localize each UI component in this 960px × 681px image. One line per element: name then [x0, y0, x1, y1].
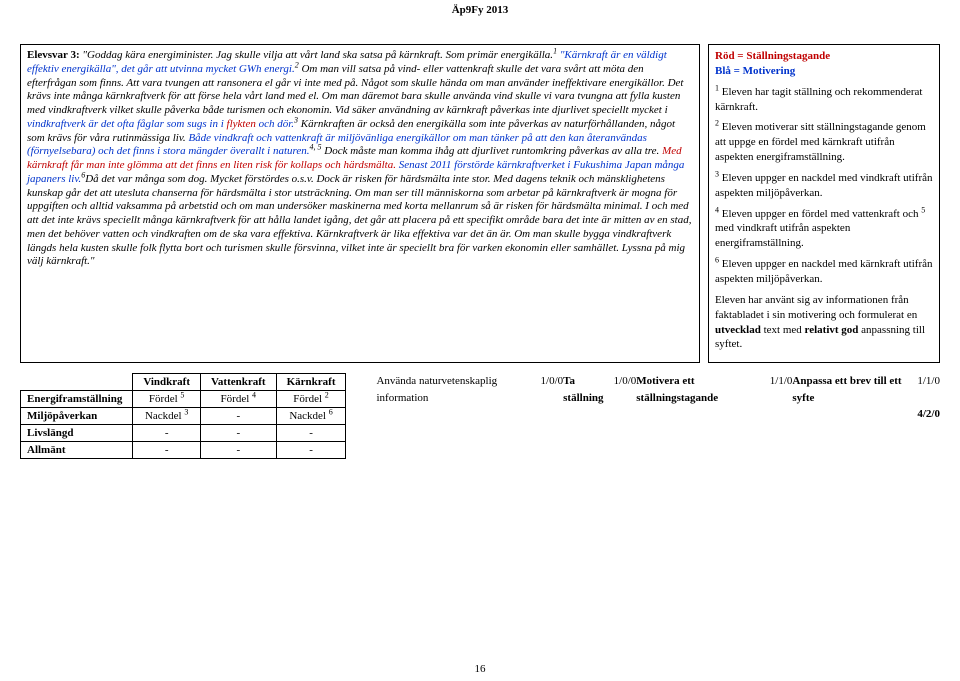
score-total-row: 4/2/0 [376, 406, 940, 423]
rubric-table: VindkraftVattenkraftKärnkraft Energifram… [20, 373, 346, 459]
score-total: 4/2/0 [917, 406, 940, 423]
score-label: Anpassa ett brev till ett syfte [792, 373, 917, 406]
rubric-row-label: Allmänt [21, 442, 133, 459]
score-row: Använda naturvetenskaplig information1/0… [376, 373, 563, 406]
rubric-cell: Fördel 4 [201, 391, 277, 408]
essay-body: "Goddag kära energiminister. Jag skulle … [27, 49, 691, 267]
rubric-cell: Fördel 5 [133, 391, 201, 408]
page-number: 16 [0, 663, 960, 675]
score-label: Motivera ett ställningstagande [636, 373, 770, 406]
rubric-row-label: Livslängd [21, 425, 133, 442]
legend: Röd = Ställningstagande Blå = Motivering [715, 49, 933, 79]
note-item: 4 Eleven uppger en fördel med vattenkraf… [715, 207, 933, 252]
rubric-cell: - [201, 442, 277, 459]
rubric-cell: - [133, 425, 201, 442]
rubric-col-header: Kärnkraft [276, 374, 346, 391]
rubric-cell: - [201, 425, 277, 442]
score-value: 1/1/0 [917, 373, 940, 406]
score-value: 1/0/0 [614, 373, 637, 406]
note-item: 6 Eleven uppger en nackdel med kärnkraft… [715, 257, 933, 287]
score-value: 1/1/0 [770, 373, 793, 406]
note-item: 2 Eleven motiverar sitt ställningstagand… [715, 120, 933, 165]
rubric-cell: - [133, 442, 201, 459]
legend-red: Röd = Ställningstagande [715, 50, 830, 62]
table-row: Livslängd--- [21, 425, 346, 442]
rubric-cell: - [201, 408, 277, 425]
score-label: Ta ställning [563, 373, 614, 406]
score-label: Använda naturvetenskaplig information [376, 373, 540, 406]
rubric-cell: Fördel 2 [276, 391, 346, 408]
score-row: Motivera ett ställningstagande1/1/0 [636, 373, 792, 406]
score-row: Anpassa ett brev till ett syfte1/1/0 [792, 373, 940, 406]
bottom-row: VindkraftVattenkraftKärnkraft Energifram… [20, 373, 940, 459]
note-item: 1 Eleven har tagit ställning och rekomme… [715, 85, 933, 115]
rubric-row-label: Energiframställning [21, 391, 133, 408]
main-row: Elevsvar 3: "Goddag kära energiminister.… [20, 44, 940, 363]
legend-blue: Blå = Motivering [715, 65, 795, 77]
notes-list: 1 Eleven har tagit ställning och rekomme… [715, 85, 933, 287]
essay-box: Elevsvar 3: "Goddag kära energiminister.… [20, 44, 700, 363]
rubric-cell: Nackdel 6 [276, 408, 346, 425]
table-row: Allmänt--- [21, 442, 346, 459]
essay-title: Elevsvar 3: [27, 49, 80, 61]
rubric-cell: - [276, 442, 346, 459]
score-row: Ta ställning1/0/0 [563, 373, 636, 406]
rubric-row-label: Miljöpåverkan [21, 408, 133, 425]
note-item: 3 Eleven uppger en nackdel med vindkraft… [715, 171, 933, 201]
notes-tail: Eleven har använt sig av informationen f… [715, 293, 933, 352]
rubric-cell: - [276, 425, 346, 442]
table-row: MiljöpåverkanNackdel 3-Nackdel 6 [21, 408, 346, 425]
score-block: Använda naturvetenskaplig information1/0… [376, 373, 940, 423]
rubric-col-header: Vindkraft [133, 374, 201, 391]
rubric-col-header: Vattenkraft [201, 374, 277, 391]
rubric-cell: Nackdel 3 [133, 408, 201, 425]
table-row: EnergiframställningFördel 5Fördel 4Förde… [21, 391, 346, 408]
notes-box: Röd = Ställningstagande Blå = Motivering… [708, 44, 940, 363]
score-value: 1/0/0 [541, 373, 564, 406]
page-header: Äp9Fy 2013 [0, 0, 960, 16]
